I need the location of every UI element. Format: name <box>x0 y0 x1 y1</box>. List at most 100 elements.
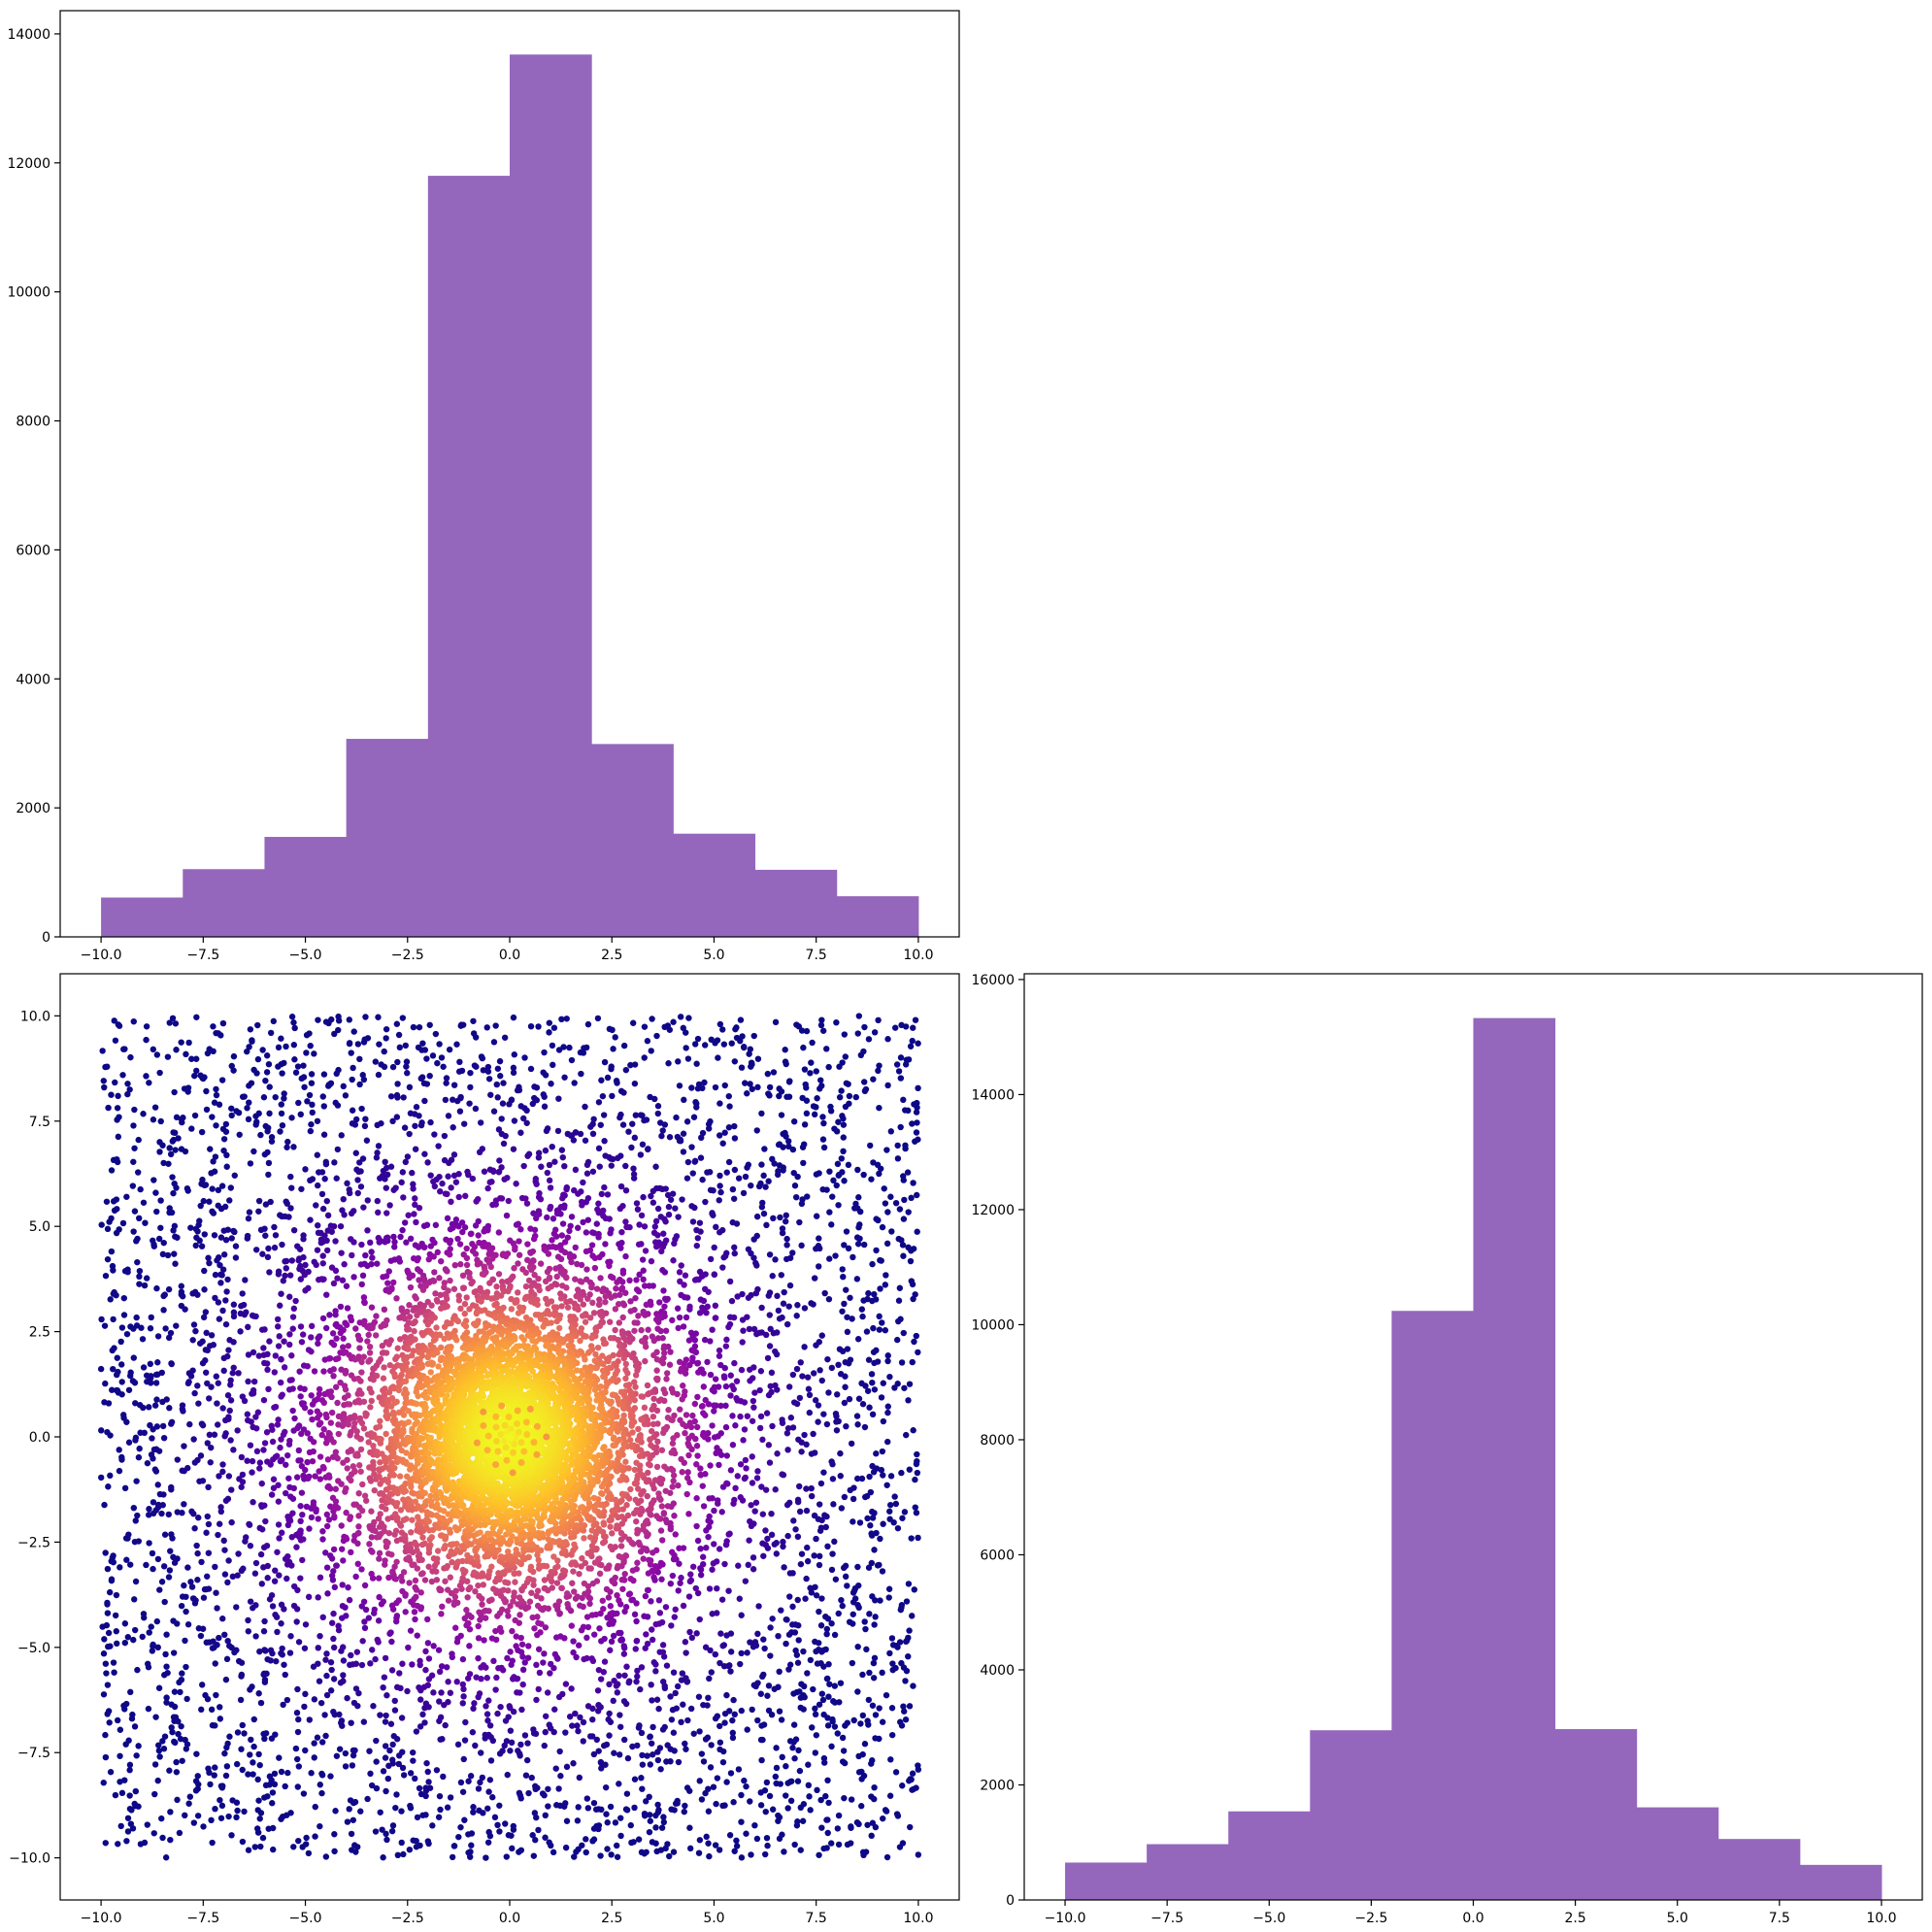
scatter-point <box>391 1697 398 1705</box>
scatter-point <box>683 1490 690 1498</box>
scatter-point <box>400 1772 408 1779</box>
scatter-point <box>638 1326 645 1334</box>
scatter-point <box>663 1376 670 1382</box>
scatter-point <box>343 1282 350 1289</box>
scatter-point <box>376 1549 383 1557</box>
scatter-point <box>275 1498 283 1505</box>
scatter-point <box>193 1055 200 1062</box>
scatter-point <box>907 1257 915 1265</box>
scatter-point <box>258 1480 265 1487</box>
scatter-point <box>399 1749 406 1755</box>
scatter-point <box>905 1581 913 1587</box>
scatter-point <box>725 1124 733 1131</box>
scatter-point <box>574 1722 581 1729</box>
scatter-point <box>131 1380 139 1386</box>
scatter-point <box>102 1753 110 1761</box>
scatter-point <box>209 1185 216 1192</box>
scatter-point <box>372 1058 380 1065</box>
scatter-point <box>224 1392 232 1399</box>
scatter-point <box>614 1853 621 1860</box>
scatter-point <box>660 1386 667 1393</box>
scatter-point <box>906 1466 914 1473</box>
scatter-point <box>875 1016 882 1024</box>
scatter-point <box>731 1359 738 1367</box>
scatter-point <box>814 1095 820 1102</box>
scatter-point <box>459 1700 466 1707</box>
scatter-point <box>542 1728 549 1736</box>
scatter-point <box>368 1249 375 1255</box>
scatter-point <box>151 1790 158 1798</box>
scatter-point <box>584 1703 592 1710</box>
scatter-point <box>130 1504 138 1512</box>
scatter-point <box>348 1049 354 1056</box>
scatter-point <box>349 1107 356 1114</box>
scatter-point <box>110 1552 117 1559</box>
scatter-point <box>361 1122 369 1130</box>
scatter-point <box>104 1565 112 1573</box>
scatter-point <box>489 1201 496 1209</box>
scatter-point <box>660 1287 667 1294</box>
scatter-point <box>887 1756 894 1763</box>
scatter-point <box>895 1297 903 1304</box>
scatter-point <box>315 1516 321 1522</box>
scatter-point <box>545 1250 552 1257</box>
scatter-point <box>293 1618 300 1625</box>
scatter-point <box>581 1580 588 1587</box>
scatter-point <box>588 1612 596 1618</box>
scatter-point <box>865 1356 873 1363</box>
scatter-point <box>825 1799 832 1807</box>
scatter-point <box>868 1793 875 1800</box>
scatter-point <box>207 1459 214 1466</box>
scatter-point <box>738 1818 745 1825</box>
scatter-point <box>816 1501 823 1508</box>
scatter-point <box>566 1713 574 1720</box>
scatter-point <box>649 1839 656 1846</box>
scatter-point <box>738 1649 745 1657</box>
scatter-point <box>488 1596 495 1603</box>
scatter-point <box>834 1391 841 1398</box>
scatter-point <box>804 1557 812 1565</box>
scatter-point <box>603 1741 611 1749</box>
scatter-point <box>211 1431 218 1438</box>
scatter-point <box>639 1785 646 1792</box>
scatter-point <box>151 1761 159 1768</box>
scatter-point <box>710 1560 716 1567</box>
scatter-point <box>833 1427 841 1434</box>
scatter-point <box>117 1564 123 1571</box>
scatter-point <box>141 1429 148 1437</box>
scatter-point <box>211 1772 217 1779</box>
scatter-point <box>796 1482 803 1490</box>
scatter-point <box>561 1239 569 1246</box>
scatter-point <box>607 1155 615 1162</box>
scatter-point <box>702 1198 709 1206</box>
scatter-point <box>218 1802 226 1810</box>
scatter-point <box>794 1659 802 1666</box>
scatter-point <box>530 1852 538 1859</box>
scatter-point <box>593 1736 601 1744</box>
scatter-point <box>832 1410 840 1417</box>
scatter-point <box>466 1270 473 1277</box>
scatter-point <box>431 1269 438 1276</box>
scatter-point <box>677 1014 684 1020</box>
scatter-point <box>419 1286 427 1293</box>
scatter-point <box>346 1040 353 1048</box>
scatter-point <box>119 1072 126 1079</box>
scatter-point <box>683 1175 691 1182</box>
scatter-point <box>325 1516 333 1523</box>
scatter-point <box>868 1832 875 1840</box>
scatter-point <box>182 1306 188 1313</box>
scatter-point <box>696 1778 703 1784</box>
scatter-point <box>445 1586 451 1593</box>
scatter-point <box>131 1208 139 1215</box>
scatter-point <box>497 1073 504 1080</box>
scatter-point <box>563 1817 571 1824</box>
scatter-point <box>253 1070 260 1077</box>
scatter-point <box>766 1343 774 1349</box>
scatter-point <box>662 1487 669 1494</box>
scatter-point <box>844 1841 851 1849</box>
scatter-point <box>816 1561 823 1569</box>
scatter-point <box>889 1660 896 1667</box>
scatter-point <box>495 1229 503 1236</box>
scatter-point <box>484 1717 491 1724</box>
scatter-point <box>252 1633 259 1640</box>
